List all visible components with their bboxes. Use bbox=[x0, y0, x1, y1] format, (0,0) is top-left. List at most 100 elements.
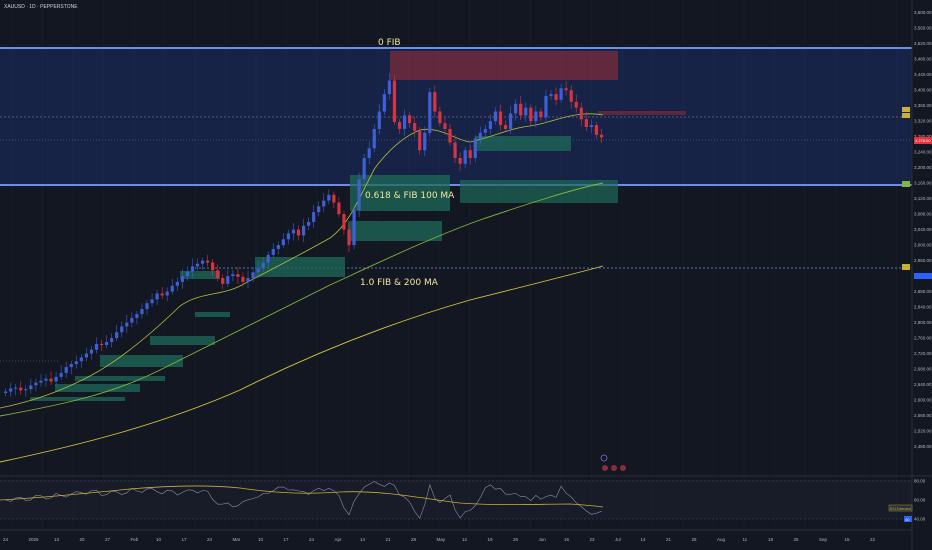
demand-zone[interactable] bbox=[30, 397, 125, 401]
demand-zone[interactable] bbox=[100, 355, 183, 367]
time-axis[interactable]: 24 2025 13 20 27 Feb 10 17 24 Mar 10 17 24 Apr 14 21 28 M… bbox=[3, 537, 876, 542]
candle[interactable] bbox=[564, 88, 568, 91]
candle[interactable] bbox=[145, 303, 149, 310]
price-axis[interactable]: 3,600.00 3,560.00 3,520.00 3,480.00 3,440.00… bbox=[914, 10, 932, 449]
candle[interactable] bbox=[79, 357, 83, 362]
chart-title[interactable]: XAUUSD · 1D · PEPPERSTONE bbox=[4, 4, 78, 10]
demand-zone[interactable] bbox=[55, 384, 140, 392]
candle[interactable] bbox=[160, 293, 164, 296]
ma-20-line[interactable] bbox=[0, 113, 604, 409]
rsi-axis[interactable]: 80.00 60.00 40.00 bbox=[914, 479, 926, 522]
candle[interactable] bbox=[473, 138, 477, 158]
candle[interactable] bbox=[347, 229, 351, 246]
candle[interactable] bbox=[483, 128, 487, 133]
candle[interactable] bbox=[559, 88, 563, 100]
candle[interactable] bbox=[4, 391, 8, 394]
rsi-ma-line[interactable] bbox=[0, 485, 604, 508]
candle[interactable] bbox=[291, 229, 296, 234]
candle[interactable] bbox=[392, 80, 397, 122]
candle[interactable] bbox=[29, 385, 33, 390]
candle[interactable] bbox=[180, 276, 184, 282]
candle[interactable] bbox=[514, 103, 518, 114]
candle[interactable] bbox=[170, 285, 174, 292]
fib-1-label[interactable]: 1.0 FIB & 200 MA bbox=[360, 278, 439, 288]
candle[interactable] bbox=[357, 179, 361, 211]
candle[interactable] bbox=[281, 239, 285, 246]
candle[interactable] bbox=[488, 121, 492, 129]
candle[interactable] bbox=[498, 111, 503, 126]
candle[interactable] bbox=[286, 233, 290, 240]
demand-zone[interactable] bbox=[180, 271, 220, 279]
candle[interactable] bbox=[206, 260, 210, 263]
candle[interactable] bbox=[195, 263, 200, 267]
candle[interactable] bbox=[165, 291, 169, 296]
candle[interactable] bbox=[185, 271, 189, 277]
candle[interactable] bbox=[59, 372, 63, 377]
supply-zone-top[interactable] bbox=[390, 51, 618, 80]
candle[interactable] bbox=[519, 103, 523, 116]
candle[interactable] bbox=[402, 115, 407, 129]
candle[interactable] bbox=[115, 332, 119, 339]
demand-zone[interactable] bbox=[255, 257, 345, 277]
candle[interactable] bbox=[140, 309, 144, 315]
candle[interactable] bbox=[175, 281, 179, 286]
ma-200-line[interactable] bbox=[0, 265, 604, 463]
candle[interactable] bbox=[190, 266, 195, 272]
candle[interactable] bbox=[337, 202, 341, 215]
candle[interactable] bbox=[342, 214, 346, 230]
candle[interactable] bbox=[599, 134, 604, 138]
candle[interactable] bbox=[276, 245, 280, 249]
candle[interactable] bbox=[579, 107, 583, 120]
candle[interactable] bbox=[493, 111, 498, 122]
candle[interactable] bbox=[387, 80, 391, 95]
candle[interactable] bbox=[529, 107, 533, 122]
candle[interactable] bbox=[130, 317, 134, 323]
demand-zone[interactable] bbox=[195, 312, 230, 317]
candle[interactable] bbox=[317, 206, 321, 213]
fib-0-label[interactable]: 0 FIB bbox=[378, 38, 401, 48]
candle[interactable] bbox=[478, 132, 482, 139]
candle[interactable] bbox=[39, 380, 43, 383]
demand-zone[interactable] bbox=[75, 376, 165, 381]
candle[interactable] bbox=[397, 121, 402, 129]
event-marker-icon[interactable] bbox=[620, 465, 626, 471]
candle[interactable] bbox=[322, 200, 326, 207]
candle[interactable] bbox=[69, 364, 73, 368]
candle[interactable] bbox=[256, 268, 260, 273]
candle[interactable] bbox=[99, 343, 104, 346]
candle[interactable] bbox=[296, 229, 301, 236]
candle[interactable] bbox=[125, 322, 129, 327]
candle[interactable] bbox=[327, 194, 331, 201]
candle[interactable] bbox=[544, 96, 548, 118]
candle[interactable] bbox=[428, 92, 432, 133]
candle[interactable] bbox=[584, 119, 588, 127]
candle[interactable] bbox=[135, 314, 139, 318]
candle[interactable] bbox=[382, 94, 386, 112]
candle[interactable] bbox=[534, 111, 538, 122]
candle[interactable] bbox=[509, 113, 513, 129]
candle[interactable] bbox=[89, 349, 94, 354]
candle[interactable] bbox=[236, 274, 240, 277]
candle[interactable] bbox=[74, 361, 78, 365]
candle[interactable] bbox=[241, 276, 245, 282]
demand-zone[interactable] bbox=[460, 180, 618, 203]
fib-0618-label[interactable]: 0.618 & FIB 100 MA bbox=[365, 191, 455, 201]
candle[interactable] bbox=[589, 125, 593, 127]
candle[interactable] bbox=[503, 125, 508, 129]
candle[interactable] bbox=[261, 262, 265, 269]
candle[interactable] bbox=[312, 212, 316, 222]
candle[interactable] bbox=[266, 254, 270, 263]
candle[interactable] bbox=[301, 225, 306, 236]
candle[interactable] bbox=[352, 210, 356, 246]
candle[interactable] bbox=[418, 130, 422, 151]
candle[interactable] bbox=[367, 148, 371, 158]
demand-zone[interactable] bbox=[150, 336, 215, 345]
candle[interactable] bbox=[120, 326, 124, 333]
candle[interactable] bbox=[433, 92, 437, 112]
candle[interactable] bbox=[24, 389, 28, 391]
candle[interactable] bbox=[246, 278, 250, 282]
candle[interactable] bbox=[377, 111, 381, 129]
candle[interactable] bbox=[594, 125, 599, 135]
candle[interactable] bbox=[231, 274, 235, 277]
candle[interactable] bbox=[211, 262, 215, 271]
